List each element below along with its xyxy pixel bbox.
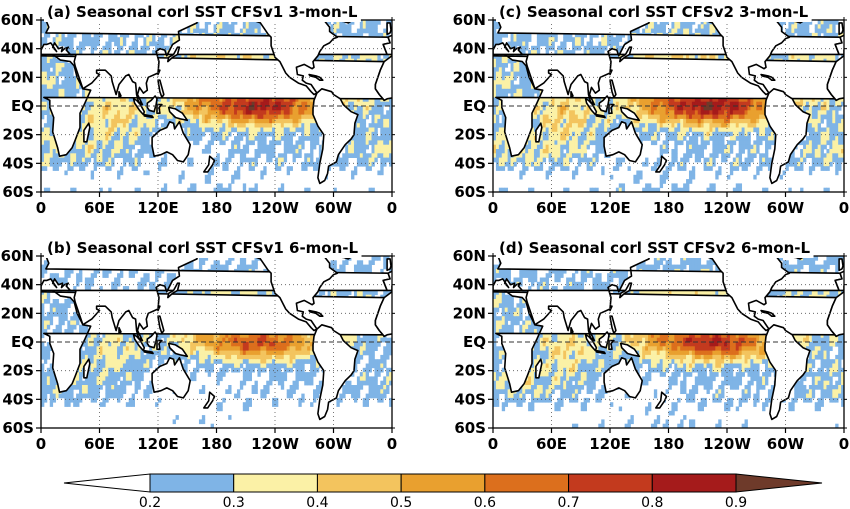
gridlines xyxy=(41,256,392,428)
lat-tick-label: 20S xyxy=(2,126,34,144)
lon-tick-label: 120W xyxy=(251,435,299,453)
lat-tick-label: 60S xyxy=(454,419,486,437)
lat-tick-label: 20N xyxy=(1,304,34,322)
lat-tick-label: EQ xyxy=(11,333,34,351)
lon-tick-label: 120E xyxy=(137,199,179,217)
lon-tick-label: 0 xyxy=(387,435,397,453)
lat-tick-label: 40S xyxy=(2,390,34,408)
panel-title: (c) Seasonal corl SST CFSv2 3-mon-L xyxy=(499,3,809,21)
lat-tick-label: 60N xyxy=(453,11,486,29)
lon-tick-label: 60E xyxy=(84,199,115,217)
lon-tick-label: 180 xyxy=(653,435,684,453)
lon-tick-label: 60W xyxy=(315,199,353,217)
colorbar-segment xyxy=(400,473,486,493)
lat-tick-label: 40S xyxy=(454,154,486,172)
colorbar-label: 0.3 xyxy=(223,495,245,509)
lon-tick-label: 180 xyxy=(653,199,684,217)
gridlines xyxy=(493,256,844,428)
colorbar-label: 0.8 xyxy=(641,495,663,509)
lon-tick-label: 120W xyxy=(703,435,751,453)
lon-tick-label: 120W xyxy=(251,199,299,217)
lat-tick-label: 20N xyxy=(453,304,486,322)
colorbar-segment xyxy=(651,473,737,493)
lon-tick-label: 120E xyxy=(137,435,179,453)
lon-tick-label: 120W xyxy=(703,199,751,217)
colorbar-segment xyxy=(149,473,235,493)
lat-tick-label: 20N xyxy=(453,68,486,86)
lat-tick-label: EQ xyxy=(463,97,486,115)
lat-tick-label: 20S xyxy=(454,126,486,144)
lon-tick-label: 0 xyxy=(839,435,849,453)
map-panel-a: 0 60E 120E 180 120W 60W 0 60N 40N 20N EQ 20S 40S 60S (… xyxy=(1,2,397,217)
lat-tick-label: 40N xyxy=(1,40,34,58)
lon-tick-label: 0 xyxy=(488,435,498,453)
lon-tick-label: 0 xyxy=(36,435,46,453)
colorbar: 0.2 0.3 0.4 0.5 0.6 0.7 0.8 0.9 xyxy=(63,473,823,509)
lon-tick-label: 0 xyxy=(488,199,498,217)
lon-tick-label: 60W xyxy=(767,435,805,453)
lon-tick-label: 60E xyxy=(536,199,567,217)
panel-title: (b) Seasonal corl SST CFSv1 6-mon-L xyxy=(47,239,359,257)
lat-tick-label: 60S xyxy=(2,419,34,437)
continents xyxy=(41,256,392,421)
lat-tick-label: 20S xyxy=(454,362,486,380)
lat-tick-label: 40N xyxy=(453,276,486,294)
lon-tick-label: 0 xyxy=(839,199,849,217)
map-panel-c: 0 60E 120E 180 120W 60W 0 60N 40N 20N EQ 20S 40S 60S (… xyxy=(453,2,849,217)
colorbar-label: 0.2 xyxy=(139,495,161,509)
colorbar-segment xyxy=(568,473,653,493)
lat-tick-label: 60N xyxy=(453,247,486,265)
continents xyxy=(41,20,392,185)
colorbar-segment xyxy=(233,473,318,493)
colorbar-label: 0.7 xyxy=(557,495,579,509)
lon-tick-label: 0 xyxy=(36,199,46,217)
panel-title: (d) Seasonal corl SST CFSv2 6-mon-L xyxy=(499,239,811,257)
panel-title: (a) Seasonal corl SST CFSv1 3-mon-L xyxy=(47,3,358,21)
colorbar-label: 0.9 xyxy=(725,495,747,509)
lon-tick-label: 0 xyxy=(387,199,397,217)
lat-tick-label: 60S xyxy=(454,183,486,201)
lat-tick-label: 60S xyxy=(2,183,34,201)
map-panels: 0 60E 120E 180 120W 60W 0 60N 40N 20N EQ 20S 40S 60S (… xyxy=(1,2,849,453)
lat-tick-label: 60N xyxy=(1,11,34,29)
lon-tick-label: 180 xyxy=(201,199,232,217)
colorbar-segment xyxy=(484,473,570,493)
lat-tick-label: 40N xyxy=(453,40,486,58)
colorbar-label: 0.6 xyxy=(474,495,496,509)
lat-tick-label: 40S xyxy=(454,390,486,408)
lat-tick-label: 40N xyxy=(1,276,34,294)
lat-tick-label: 60N xyxy=(1,247,34,265)
continents xyxy=(493,256,844,421)
colorbar-low-extension xyxy=(63,473,151,493)
lat-tick-label: EQ xyxy=(11,97,34,115)
lat-tick-label: 20N xyxy=(1,68,34,86)
lon-tick-label: 60W xyxy=(315,435,353,453)
colorbar-segment xyxy=(316,473,402,493)
gridlines xyxy=(493,20,844,192)
gridlines xyxy=(41,20,392,192)
lat-tick-label: 20S xyxy=(2,362,34,380)
map-panel-d: 0 60E 120E 180 120W 60W 0 60N 40N 20N EQ 20S 40S 60S (… xyxy=(453,238,849,453)
lon-tick-label: 120E xyxy=(589,199,631,217)
map-panel-b: 0 60E 120E 180 120W 60W 0 60N 40N 20N EQ 20S 40S 60S (… xyxy=(1,238,397,453)
lon-tick-label: 120E xyxy=(589,435,631,453)
lat-tick-label: 40S xyxy=(2,154,34,172)
colorbar-label: 0.4 xyxy=(306,495,328,509)
lon-tick-label: 60W xyxy=(767,199,805,217)
continents xyxy=(493,20,844,185)
colorbar-label: 0.5 xyxy=(390,495,412,509)
lon-tick-label: 60E xyxy=(536,435,567,453)
lon-tick-label: 60E xyxy=(84,435,115,453)
lat-tick-label: EQ xyxy=(463,333,486,351)
colorbar-high-extension xyxy=(735,473,823,493)
lon-tick-label: 180 xyxy=(201,435,232,453)
